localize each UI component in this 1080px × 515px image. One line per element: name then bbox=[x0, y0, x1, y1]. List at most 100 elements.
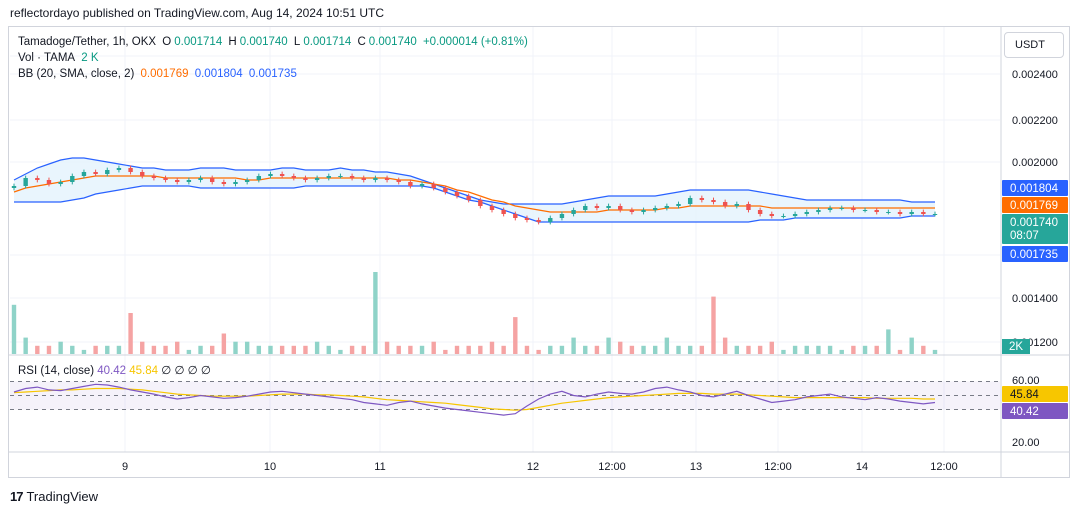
candle-body bbox=[711, 200, 716, 202]
tradingview-logo-icon: 17 bbox=[10, 489, 24, 504]
volume-bar bbox=[58, 341, 63, 354]
candle-body bbox=[524, 218, 530, 220]
volume-bar bbox=[93, 345, 98, 354]
volume-bar bbox=[501, 345, 506, 354]
candle-body bbox=[291, 176, 296, 178]
currency-button[interactable]: USDT bbox=[1004, 32, 1064, 58]
candle-body bbox=[233, 182, 238, 184]
legend-o-label: O bbox=[162, 36, 172, 48]
candle-body bbox=[128, 168, 133, 172]
price-tag-lower-bg bbox=[1002, 246, 1068, 262]
legend-c-value: 0.001740 bbox=[368, 36, 417, 48]
volume-bar bbox=[209, 345, 215, 354]
candle-body bbox=[699, 198, 705, 200]
price-tag-basis-bg bbox=[1002, 197, 1068, 213]
candle-body bbox=[384, 178, 390, 180]
volume-bar bbox=[198, 345, 203, 354]
candle-body bbox=[886, 212, 891, 213]
volume-bar bbox=[268, 345, 273, 354]
volume-bar bbox=[781, 349, 786, 354]
bb-upper-line bbox=[13, 157, 935, 205]
candle-body bbox=[151, 176, 157, 178]
candle-body bbox=[23, 178, 28, 186]
legend-rsi-label: RSI (14, close) bbox=[18, 365, 95, 377]
candle-body bbox=[676, 204, 681, 206]
candle-body bbox=[326, 176, 331, 178]
legend-h-value: 0.001740 bbox=[239, 36, 288, 48]
volume-bar bbox=[81, 349, 87, 354]
candle-body bbox=[198, 178, 203, 180]
candle-body bbox=[571, 210, 576, 214]
volume-bar bbox=[618, 341, 623, 354]
candle-body bbox=[734, 204, 740, 206]
candle-body bbox=[81, 172, 87, 176]
volume-bar bbox=[279, 345, 285, 354]
legend-change: +0.000014 (+0.81%) bbox=[422, 36, 528, 48]
candle-body bbox=[827, 208, 833, 210]
legend-bb-basis: 0.001769 bbox=[140, 68, 189, 80]
volume-bar bbox=[594, 345, 600, 354]
price-tag-last-bg bbox=[1002, 214, 1068, 244]
volume-bar bbox=[641, 345, 646, 354]
volume-bar bbox=[524, 345, 530, 354]
volume-bar bbox=[932, 349, 938, 354]
volume-bar bbox=[606, 337, 611, 354]
volume-bar bbox=[46, 345, 52, 354]
legend-bb-lower: 0.001735 bbox=[248, 68, 297, 80]
volume-bar bbox=[443, 349, 448, 354]
legend-ohlc: Tamadoge/Tether, 1h, OKX O 0.001714 H 0.00… bbox=[18, 36, 531, 48]
candle-body bbox=[338, 176, 343, 177]
rsi-axis-label: 20.00 bbox=[1012, 437, 1040, 449]
candle-body bbox=[804, 212, 809, 214]
volume-bar bbox=[897, 349, 903, 354]
volume-bar bbox=[454, 345, 460, 354]
tradingview-logo-text: TradingView bbox=[26, 489, 99, 504]
tradingview-logo[interactable]: 17 TradingView bbox=[10, 489, 98, 504]
candle-body bbox=[11, 186, 17, 188]
volume-bar bbox=[513, 317, 518, 354]
price-tag-upper-bg bbox=[1002, 180, 1068, 196]
volume-bar bbox=[233, 341, 238, 354]
candle-body bbox=[349, 176, 355, 178]
rsi-ma-line bbox=[13, 387, 935, 411]
time-axis-label: 12:00 bbox=[598, 461, 626, 473]
candle-body bbox=[303, 178, 308, 180]
candle-body bbox=[641, 210, 646, 212]
candle-body bbox=[851, 208, 856, 210]
volume-bar bbox=[653, 345, 658, 354]
candle-body bbox=[70, 176, 75, 182]
candle-body bbox=[932, 214, 938, 215]
volume-bar bbox=[70, 345, 75, 354]
rsi-tag-ma-bg bbox=[1002, 386, 1068, 402]
volume-bar bbox=[384, 341, 390, 354]
candle-body bbox=[792, 214, 798, 216]
candle-body bbox=[781, 216, 786, 217]
candle-body bbox=[746, 204, 751, 210]
volume-bar bbox=[466, 345, 471, 354]
legend-bb: BB (20, SMA, close, 2) 0.001769 0.001804… bbox=[18, 68, 300, 80]
volume-bar bbox=[478, 345, 483, 354]
chart-frame bbox=[8, 26, 1070, 478]
candle-body bbox=[862, 210, 868, 211]
candle-body bbox=[769, 214, 774, 216]
volume-bar bbox=[116, 345, 122, 354]
volume-bar bbox=[536, 349, 541, 354]
candle-body bbox=[548, 218, 553, 222]
price-tag-last: 0.001740 bbox=[1010, 217, 1058, 229]
volume-bar bbox=[816, 345, 821, 354]
candle-body bbox=[478, 200, 483, 206]
rsi-axis-label: 60.00 bbox=[1012, 375, 1040, 387]
legend-volume: Vol · TAMA 2 K bbox=[18, 52, 102, 64]
volume-bar bbox=[140, 341, 145, 354]
volume-bar bbox=[711, 296, 716, 354]
candle-body bbox=[105, 170, 110, 174]
time-axis-label: 9 bbox=[122, 461, 128, 473]
time-axis-label: 14 bbox=[856, 461, 868, 473]
volume-bar bbox=[396, 345, 401, 354]
candle-body bbox=[93, 172, 98, 174]
candle-body bbox=[583, 206, 588, 210]
candle-body bbox=[909, 212, 914, 214]
volume-bar bbox=[291, 345, 296, 354]
candle-body bbox=[489, 206, 495, 210]
